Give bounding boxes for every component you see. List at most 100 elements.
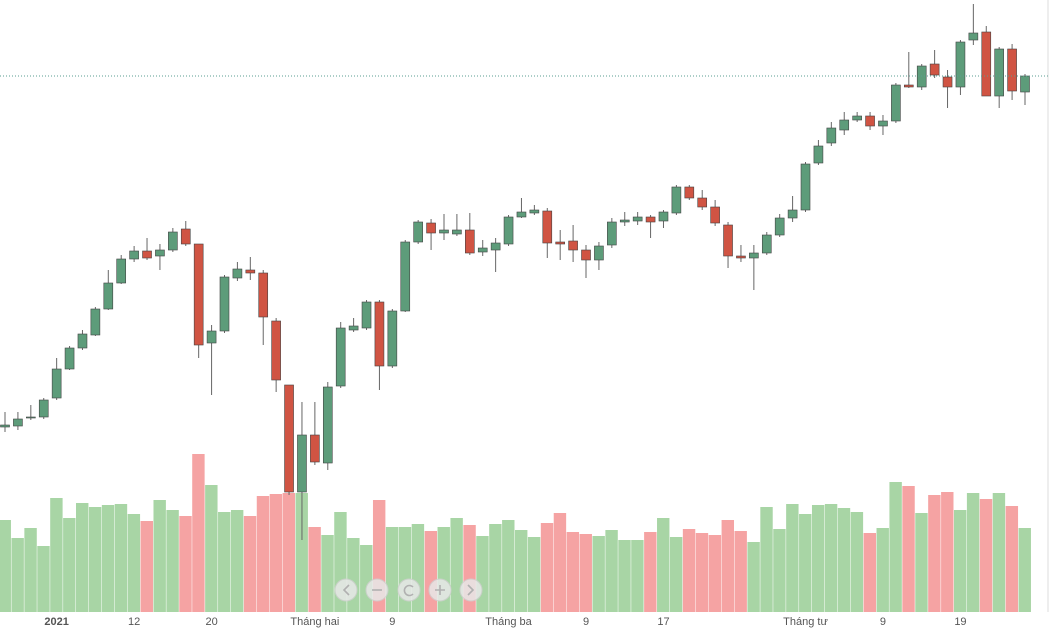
candle-body	[968, 32, 979, 41]
candle-body	[245, 269, 256, 274]
volume-bar	[50, 498, 63, 612]
candle-body	[90, 308, 101, 336]
reset-button[interactable]	[397, 578, 421, 602]
candle-body	[594, 245, 604, 261]
candle-body	[839, 119, 850, 131]
x-tick-label: 9	[389, 616, 395, 628]
candle-body	[103, 282, 114, 310]
zoom-out-button[interactable]	[365, 578, 389, 602]
volume-bar	[282, 493, 296, 612]
volume-bar	[114, 504, 128, 612]
candle-body	[645, 216, 656, 223]
zoom-in-button[interactable]	[428, 578, 452, 602]
candle-body	[387, 310, 398, 367]
volume-bar	[695, 533, 709, 612]
volume-bar	[230, 510, 244, 612]
candle-body	[193, 243, 204, 346]
candle-body	[658, 211, 669, 222]
candle-body	[865, 115, 875, 127]
candle-body	[400, 241, 411, 312]
volume-bar	[0, 520, 11, 612]
candle-body	[632, 216, 643, 222]
candle-body	[529, 209, 540, 214]
candle-body	[555, 241, 565, 245]
volume-bar	[966, 493, 980, 612]
volume-bar	[515, 530, 528, 612]
volume-bar	[889, 482, 902, 612]
candle-body	[0, 424, 10, 428]
volume-bar	[218, 512, 231, 612]
candle-body	[13, 418, 23, 427]
x-tick-label: 20	[205, 616, 217, 628]
volume-bar	[88, 507, 102, 612]
volume-bar	[566, 532, 580, 612]
x-tick-label: Tháng hai	[290, 616, 339, 628]
candle-body	[155, 249, 165, 257]
plot: 2021 12 20 Tháng hai 9 Tháng ba 9 17 Tháng tư 9 19	[0, 4, 1048, 628]
volume-bar	[360, 545, 373, 612]
volume-bar	[799, 514, 812, 612]
candle-body	[258, 272, 269, 318]
volume-bar	[915, 513, 928, 612]
volume-bar	[321, 535, 334, 612]
candle-body	[413, 221, 423, 243]
volume-bar	[941, 492, 954, 612]
candle-body	[891, 84, 901, 122]
candle-body	[878, 120, 888, 127]
volume-bar	[37, 546, 50, 612]
candle-body	[271, 320, 281, 381]
volume-bar	[489, 524, 502, 612]
volume-bar	[153, 500, 166, 612]
volume-bar	[502, 520, 515, 612]
candle-body	[426, 222, 436, 234]
candle-body	[981, 31, 992, 97]
candle-body	[852, 115, 862, 121]
volume-bar	[140, 521, 153, 612]
candle-body	[64, 347, 75, 370]
candle-body	[671, 186, 682, 214]
volume-bar	[953, 510, 967, 612]
volume-bar	[1018, 528, 1031, 612]
volume-bar	[76, 503, 89, 612]
candle-body	[284, 384, 294, 493]
candle-body	[774, 217, 785, 236]
candle-body	[749, 252, 759, 259]
candle-body	[697, 197, 708, 208]
volume-bar	[179, 516, 192, 612]
candle-body	[619, 219, 630, 223]
candle-body	[168, 231, 178, 251]
candle-body	[994, 48, 1004, 97]
x-tick-label: Tháng ba	[485, 616, 532, 628]
candle-body	[310, 434, 320, 463]
candle-body	[322, 386, 333, 464]
volume-bar	[837, 508, 851, 612]
volume-bar	[618, 540, 631, 612]
volume-bar	[24, 528, 37, 612]
volume-bar	[928, 495, 941, 612]
volume-bar	[1005, 506, 1019, 612]
candle-body	[129, 250, 139, 260]
candle-body	[1007, 48, 1017, 92]
candle-body	[348, 325, 359, 331]
volume-bar	[205, 485, 218, 612]
scroll-right-button[interactable]	[459, 578, 483, 602]
candle-body	[542, 210, 553, 244]
volume-bar	[992, 493, 1006, 612]
volume-bar	[708, 535, 722, 612]
volume-bar	[644, 532, 657, 612]
candle-body	[452, 229, 462, 235]
candle-body	[38, 399, 49, 418]
volume-bar	[592, 536, 605, 612]
volume-bar	[721, 520, 734, 612]
scroll-left-button[interactable]	[334, 578, 358, 602]
volume-bar	[747, 542, 760, 612]
candle-body	[723, 224, 733, 257]
candle-body	[335, 327, 346, 387]
candle-body	[142, 250, 152, 259]
x-tick-label: 9	[880, 616, 886, 628]
volume-bar	[773, 529, 786, 612]
candle-body	[568, 240, 578, 251]
volume-bar	[127, 514, 141, 612]
candle-body	[297, 434, 307, 493]
volume-bar	[166, 510, 179, 612]
